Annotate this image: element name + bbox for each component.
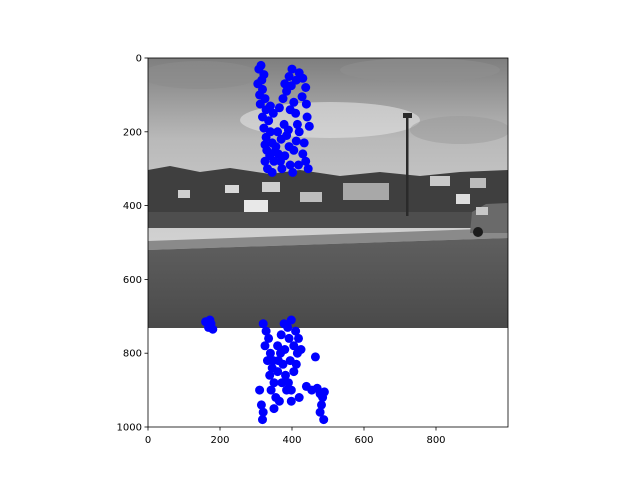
scatter-point	[294, 127, 304, 137]
scatter-point	[266, 385, 276, 395]
y-tick-label: 800	[123, 349, 142, 360]
x-tick-label: 400	[282, 435, 301, 446]
scatter-point	[310, 352, 320, 362]
scatter-point	[276, 156, 285, 166]
scatter-point	[289, 97, 299, 107]
scatter-point	[283, 125, 293, 135]
scatter-point	[286, 315, 296, 325]
scatter-point	[273, 356, 283, 366]
scatter-point	[265, 101, 275, 111]
scatter-point	[280, 345, 290, 354]
scatter-point	[261, 132, 271, 142]
y-tick-label: 400	[123, 201, 142, 212]
x-tick-label: 600	[354, 435, 373, 446]
scatter-point	[283, 322, 293, 332]
scatter-point	[273, 367, 283, 377]
scatter-point	[265, 348, 275, 358]
axis-ticks: 0 200 400 600 800 0 200 400 600 800 1000	[117, 54, 446, 447]
scatter-point	[260, 156, 270, 166]
scatter-point	[277, 164, 287, 174]
scatter-point	[269, 404, 279, 414]
scatter-points	[201, 60, 329, 425]
scatter-point	[297, 92, 307, 102]
scatter-point	[299, 138, 309, 148]
x-tick-label: 800	[426, 435, 445, 446]
scatter-point	[301, 99, 311, 109]
scatter-point	[304, 121, 314, 131]
scatter-point	[261, 326, 271, 336]
background-photo	[148, 58, 508, 328]
scatter-point	[287, 64, 297, 74]
scatter-point	[260, 341, 270, 351]
scatter-point	[307, 385, 317, 395]
scatter-point	[205, 315, 215, 325]
scatter-point	[298, 149, 308, 159]
scatter-point	[284, 333, 294, 343]
axes-frame	[147, 57, 509, 428]
scatter-point	[285, 160, 295, 170]
scatter-point	[294, 333, 303, 343]
scatter-point	[256, 60, 266, 70]
scatter-point	[264, 116, 274, 126]
scatter-point	[294, 160, 303, 170]
y-tick-label: 1000	[117, 423, 142, 434]
scatter-point	[270, 147, 280, 157]
scatter-point	[298, 73, 308, 83]
scatter-point	[288, 167, 298, 177]
scatter-point	[302, 112, 312, 122]
scatter-point	[277, 378, 287, 388]
scatter-point	[291, 326, 301, 336]
scatter-point	[258, 319, 268, 329]
y-tick-label: 200	[123, 127, 142, 138]
scatter-point	[319, 387, 329, 397]
scatter-point	[273, 127, 283, 137]
scatter-point	[294, 393, 304, 402]
scatter-point	[264, 333, 274, 343]
scatter-point	[267, 167, 277, 177]
scatter-point	[274, 103, 284, 113]
scatter-point	[289, 145, 299, 155]
scatter-point	[258, 407, 268, 417]
scatter-point	[301, 156, 311, 166]
scatter-point	[282, 385, 292, 395]
scatter-point	[208, 324, 218, 334]
scatter-point	[292, 119, 302, 129]
scatter-point	[255, 99, 265, 109]
scatter-point	[274, 396, 284, 406]
scatter-point	[291, 108, 301, 118]
scatter-point	[292, 348, 302, 358]
scatter-point	[301, 83, 311, 92]
scatter-point	[303, 164, 313, 174]
x-tick-label: 200	[210, 435, 229, 446]
scatter-point	[283, 378, 293, 388]
scatter-point	[269, 378, 279, 388]
scatter-point	[268, 108, 278, 118]
scatter-point	[260, 140, 270, 150]
plot-axes	[147, 57, 509, 428]
y-tick-label: 0	[136, 54, 142, 65]
scatter-point	[269, 156, 279, 166]
scatter-point	[276, 330, 286, 340]
scatter-point	[284, 72, 294, 81]
scatter-point	[286, 396, 296, 406]
scatter-point	[285, 356, 295, 366]
scatter-point	[278, 94, 288, 104]
scatter-point	[289, 341, 299, 351]
scatter-point	[280, 79, 290, 89]
scatter-point	[317, 400, 326, 410]
scatter-point	[281, 370, 290, 380]
scatter-point	[289, 367, 299, 377]
scatter-point	[265, 370, 275, 380]
scatter-point	[315, 407, 325, 417]
y-tick-label: 600	[123, 275, 142, 286]
scatter-point	[258, 415, 267, 425]
scatter-point	[291, 136, 301, 146]
scatter-point	[256, 400, 266, 410]
scatter-point	[319, 415, 329, 425]
x-tick-label: 0	[145, 435, 151, 446]
scatter-point	[273, 341, 283, 351]
scatter-point	[255, 385, 265, 395]
